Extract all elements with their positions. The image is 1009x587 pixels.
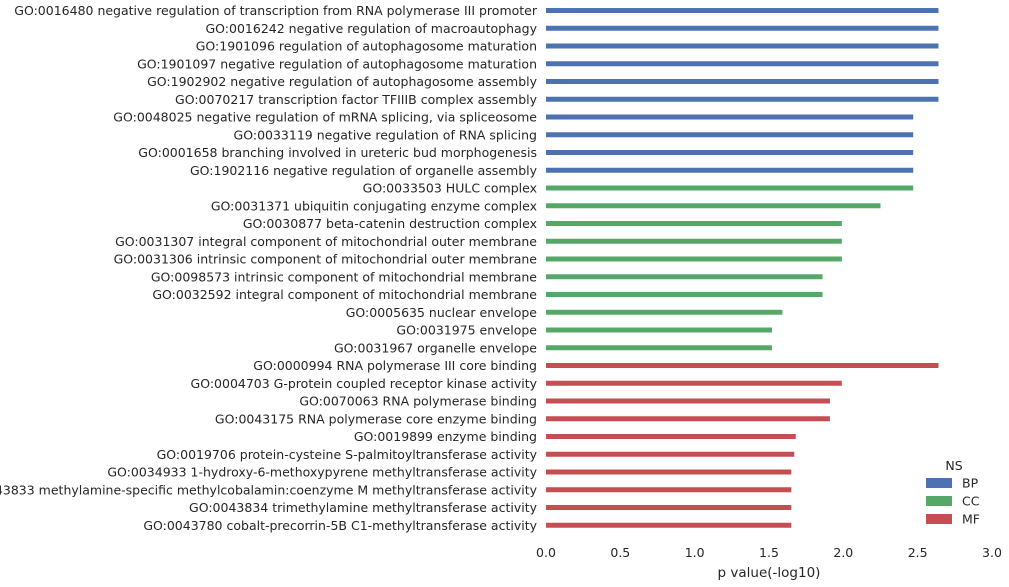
legend-swatch-cc	[926, 496, 952, 506]
x-tick-label: 3.0	[982, 545, 1002, 560]
category-label: GO:0098573 intrinsic component of mitoch…	[151, 269, 537, 284]
category-label: GO:0033503 HULC complex	[363, 181, 537, 196]
x-tick-label: 0.0	[536, 545, 556, 560]
category-label: GO:0004703 G-protein coupled receptor ki…	[191, 376, 538, 391]
bar-bp	[546, 8, 939, 13]
x-axis-ticks: 0.0 0.5 1.0 1.5 2.0 2.5 3.0	[536, 545, 1002, 560]
category-label: GO:0031306 intrinsic component of mitoch…	[114, 252, 538, 267]
legend-label-bp: BP	[962, 476, 979, 491]
category-label: GO:0032592 integral component of mitocho…	[152, 287, 537, 302]
bar-mf	[546, 487, 792, 493]
bar-bp	[546, 167, 914, 173]
bar-bp	[546, 114, 914, 120]
bar-mf	[546, 451, 795, 457]
category-label: GO:0030877 beta-catenin destruction comp…	[243, 216, 537, 231]
x-tick-label: 2.0	[833, 545, 853, 560]
x-tick-label: 1.5	[759, 545, 779, 560]
bar-bp	[546, 25, 939, 31]
category-label: GO:0005635 nuclear envelope	[346, 305, 538, 320]
bar-mf	[546, 469, 792, 475]
bar-cc	[546, 309, 783, 315]
category-label: GO:0043175 RNA polymerase core enzyme bi…	[215, 411, 537, 426]
bar-bp	[546, 79, 939, 84]
bar-bp	[546, 43, 939, 49]
category-label: GO:0019706 protein-cysteine S-palmitoylt…	[157, 447, 538, 462]
category-label: GO:0016242 negative regulation of macroa…	[206, 21, 538, 36]
x-tick-label: 0.5	[610, 545, 630, 560]
bar-group	[546, 8, 939, 528]
category-label: GO:0048025 negative regulation of mRNA s…	[113, 110, 537, 125]
category-label: GO:0001658 branching involved in ureteri…	[138, 145, 537, 160]
bar-mf	[546, 380, 842, 386]
category-label: GO:0031967 organelle envelope	[334, 340, 537, 355]
bar-cc	[546, 185, 914, 191]
category-labels: GO:0016480 negative regulation of transc…	[0, 3, 538, 533]
bar-cc	[546, 274, 823, 280]
x-tick-label: 1.0	[685, 545, 705, 560]
category-label: GO:0031975 envelope	[396, 323, 537, 338]
bar-mf	[546, 416, 830, 422]
bar-bp	[546, 150, 914, 155]
category-label: GO:0016480 negative regulation of transc…	[14, 3, 538, 18]
category-label: GO:0034933 1-hydroxy-6-methoxypyrene met…	[107, 465, 537, 480]
category-label: GO:0043833 methylamine-specific methylco…	[0, 482, 538, 497]
bar-cc	[546, 203, 881, 209]
bar-mf	[546, 505, 792, 510]
bar-bp	[546, 61, 939, 67]
bar-cc	[546, 256, 842, 262]
legend-label-cc: CC	[962, 494, 980, 509]
bar-cc	[546, 345, 772, 351]
category-label: GO:0043834 trimethylamine methyltransfer…	[189, 500, 538, 515]
category-label: GO:0000994 RNA polymerase III core bindi…	[253, 358, 537, 373]
category-label: GO:1902116 negative regulation of organe…	[190, 163, 538, 178]
category-label: GO:0070063 RNA polymerase binding	[299, 394, 537, 409]
category-label: GO:1901097 negative regulation of autoph…	[137, 56, 537, 71]
legend-title: NS	[945, 458, 962, 473]
bar-mf	[546, 434, 796, 439]
category-label: GO:0019899 enzyme binding	[354, 429, 537, 444]
legend-entries: BP CC MF	[926, 476, 980, 527]
bar-cc	[546, 327, 772, 333]
bar-cc	[546, 221, 842, 226]
category-label: GO:0043780 cobalt-precorrin-5B C1-methyl…	[143, 518, 537, 533]
legend-swatch-mf	[926, 514, 952, 524]
bar-cc	[546, 292, 823, 297]
bar-cc	[546, 238, 842, 244]
x-axis-title: p value(-log10)	[718, 565, 821, 581]
category-label: GO:1902902 negative regulation of autoph…	[147, 74, 537, 89]
x-tick-label: 2.5	[908, 545, 928, 560]
legend-swatch-bp	[926, 478, 952, 488]
legend: NS BP CC MF	[926, 458, 980, 527]
bar-mf	[546, 398, 830, 404]
bar-mf	[546, 522, 792, 528]
category-label: GO:0033119 negative regulation of RNA sp…	[234, 127, 537, 142]
category-label: GO:0031371 ubiquitin conjugating enzyme …	[211, 198, 537, 213]
category-label: GO:0031307 integral component of mitocho…	[115, 234, 537, 249]
legend-label-mf: MF	[962, 512, 980, 527]
bar-mf	[546, 363, 939, 368]
category-label: GO:1901096 regulation of autophagosome m…	[196, 39, 537, 54]
bar-bp	[546, 132, 914, 138]
bar-bp	[546, 96, 939, 102]
category-label: GO:0070217 transcription factor TFIIIB c…	[175, 92, 538, 107]
